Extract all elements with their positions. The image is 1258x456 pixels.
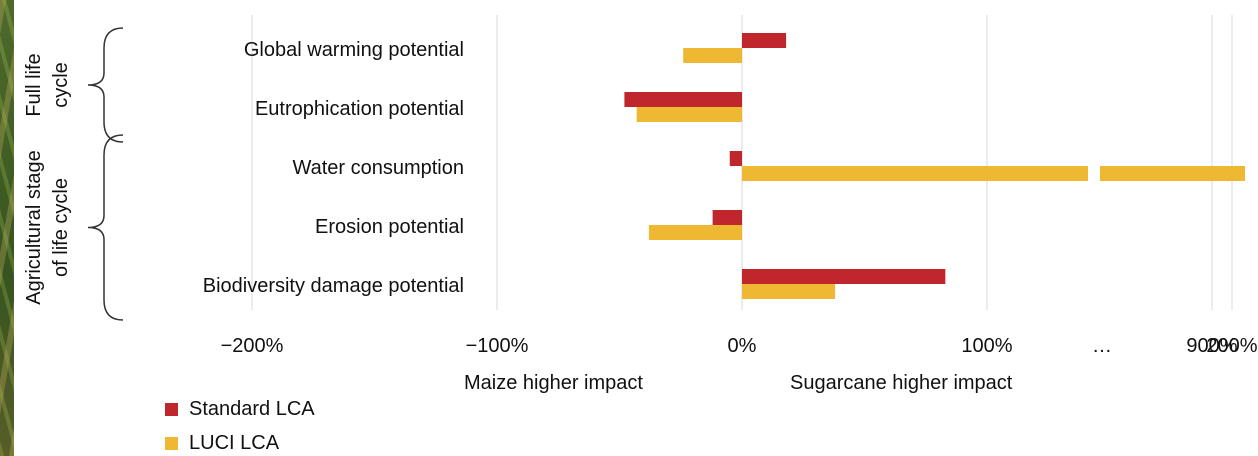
legend-label-standard: Standard LCA [189,398,315,420]
bar [712,210,742,225]
x-tick-label: 900% [1186,335,1237,357]
bar [742,33,787,48]
group-label-line: Agricultural stage [23,150,45,305]
group-label-line: Full life [23,53,45,116]
category-labels: Global warming potential Eutrophication p… [203,39,464,297]
category-label: Water consumption [292,157,464,179]
bars [624,33,1245,299]
legend-swatch-standard [165,403,178,416]
bar [742,269,946,284]
group-brace [87,27,124,143]
category-label: Biodiversity damage potential [203,275,464,297]
group-label-line: of life cycle [50,178,72,277]
legend-item-luci: LUCI LCA [165,432,279,455]
legend-label-luci: LUCI LCA [189,432,280,454]
bar [683,48,742,63]
bar [742,166,1088,181]
annotation-left: Maize higher impact [464,372,643,394]
x-tick-label: −100% [466,335,529,357]
category-label: Eutrophication potential [255,98,464,120]
annotation-right: Sugarcane higher impact [790,372,1013,394]
category-label: Global warming potential [244,39,464,61]
bar [636,107,742,122]
chart-panel [14,0,1258,456]
bar [742,284,836,299]
group-label: Agricultural stage of life cycle [23,150,72,305]
x-tick-labels: −200% −100% 0% 100% 200% … 900% [221,335,1258,357]
bar [624,92,742,107]
bar [648,225,742,240]
group-label-line: cycle [50,62,72,108]
x-tick-label: 100% [961,335,1012,357]
bar-after-break [1100,166,1245,181]
group-label: Full life cycle [23,53,72,116]
x-tick-label: −200% [221,335,284,357]
x-tick-label: … [1092,335,1112,357]
legend-swatch-luci [165,437,178,450]
x-tick-label: 200% [1206,335,1257,357]
legend-item-standard: Standard LCA [165,398,315,421]
bar [729,151,742,166]
x-tick-label: 0% [728,335,757,357]
group-brace [87,134,124,321]
category-label: Erosion potential [315,216,464,238]
group-labels: Full life cycle Agricultural stage of life … [23,27,124,321]
